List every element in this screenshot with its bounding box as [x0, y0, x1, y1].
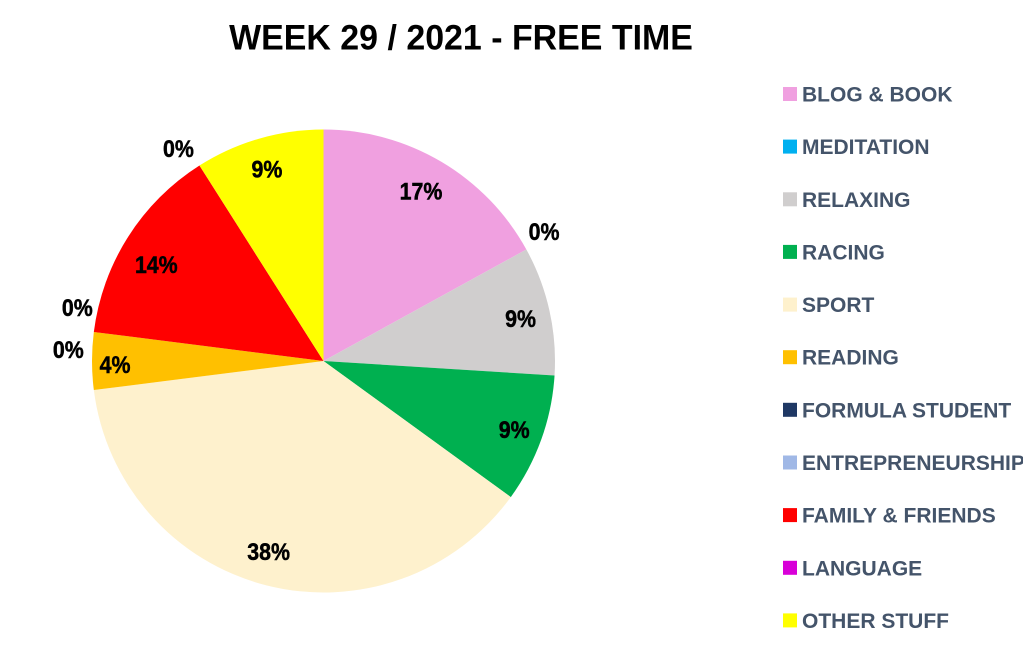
svg-text:LANGUAGE: LANGUAGE	[802, 557, 922, 580]
svg-text:0%: 0%	[529, 218, 560, 245]
svg-text:9%: 9%	[251, 155, 282, 182]
svg-text:BLOG & BOOK: BLOG & BOOK	[802, 84, 953, 107]
svg-text:17%: 17%	[400, 177, 443, 204]
svg-text:RELAXING: RELAXING	[802, 189, 911, 212]
svg-text:WEEK 29 / 2021 - FREE TIME: WEEK 29 / 2021 - FREE TIME	[229, 19, 693, 58]
svg-text:0%: 0%	[62, 294, 93, 321]
svg-text:READING: READING	[802, 347, 899, 370]
svg-text:OTHER STUFF: OTHER STUFF	[802, 610, 949, 633]
svg-text:9%: 9%	[499, 416, 530, 443]
svg-text:4%: 4%	[100, 351, 131, 378]
svg-text:FORMULA STUDENT: FORMULA STUDENT	[802, 399, 1011, 422]
svg-text:14%: 14%	[135, 251, 178, 278]
svg-text:SPORT: SPORT	[802, 294, 875, 317]
svg-text:38%: 38%	[247, 538, 290, 565]
svg-text:0%: 0%	[53, 336, 84, 363]
svg-text:0%: 0%	[163, 135, 194, 162]
svg-text:ENTREPRENEURSHIP: ENTREPRENEURSHIP	[802, 452, 1023, 475]
svg-text:RACING: RACING	[802, 241, 885, 264]
svg-text:MEDITATION: MEDITATION	[802, 136, 930, 159]
svg-text:9%: 9%	[505, 305, 536, 332]
svg-text:FAMILY & FRIENDS: FAMILY & FRIENDS	[802, 505, 996, 528]
